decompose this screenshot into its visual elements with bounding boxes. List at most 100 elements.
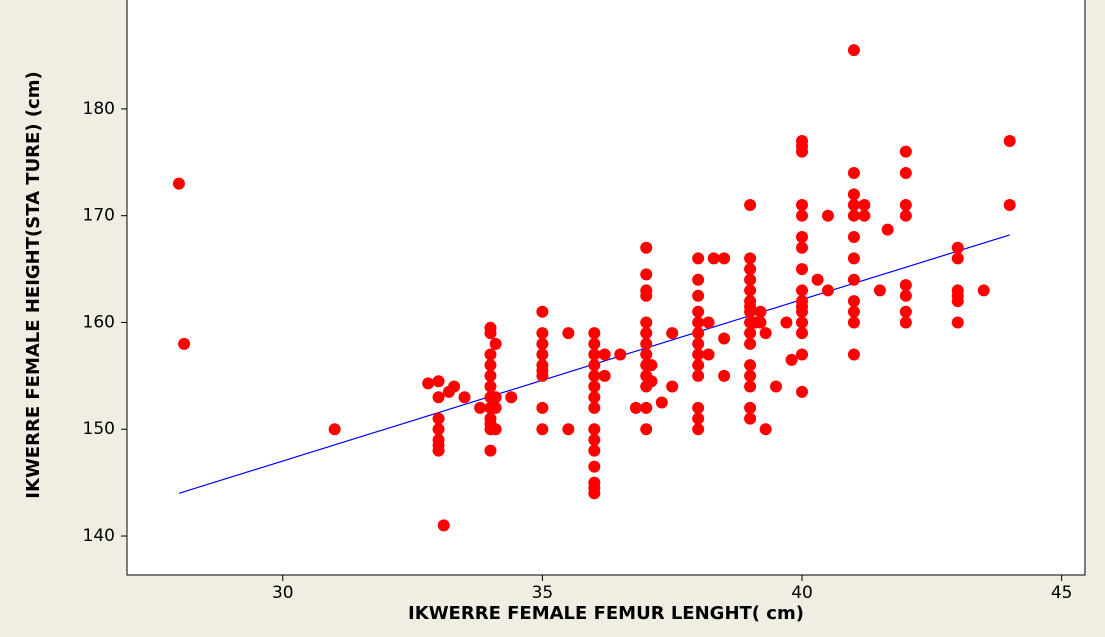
point — [640, 316, 653, 329]
point — [588, 433, 601, 446]
point — [640, 241, 653, 254]
point — [847, 44, 860, 57]
point — [484, 380, 497, 393]
point — [172, 177, 185, 190]
point — [692, 289, 705, 302]
point — [178, 337, 191, 350]
point — [744, 252, 757, 265]
point — [692, 273, 705, 286]
point — [744, 327, 757, 340]
x-tick-label: 35 — [532, 583, 554, 603]
point — [796, 305, 809, 318]
point — [640, 327, 653, 340]
point — [692, 316, 705, 329]
point — [328, 423, 341, 436]
point — [536, 305, 549, 318]
point — [588, 380, 601, 393]
point — [588, 348, 601, 361]
point — [796, 231, 809, 244]
point — [977, 284, 990, 297]
point — [489, 337, 502, 350]
point — [796, 145, 809, 158]
x-tick-label: 30 — [272, 583, 294, 603]
point — [754, 316, 767, 329]
y-tick-label: 140 — [83, 526, 115, 546]
point — [422, 377, 435, 390]
point — [588, 487, 601, 500]
point — [614, 348, 627, 361]
point — [847, 252, 860, 265]
point — [899, 166, 912, 179]
point — [598, 348, 611, 361]
point — [780, 316, 793, 329]
point — [666, 380, 679, 393]
point — [484, 327, 497, 340]
point — [588, 327, 601, 340]
point — [640, 268, 653, 281]
point — [847, 305, 860, 318]
point — [796, 263, 809, 276]
point — [692, 359, 705, 372]
point — [640, 348, 653, 361]
point — [847, 273, 860, 286]
point — [847, 199, 860, 212]
point — [655, 396, 668, 409]
point — [640, 289, 653, 302]
point — [474, 401, 487, 414]
point — [811, 273, 824, 286]
point — [536, 423, 549, 436]
point — [754, 305, 767, 318]
point — [858, 199, 871, 212]
point — [640, 401, 653, 414]
point — [744, 263, 757, 276]
point — [692, 327, 705, 340]
point — [484, 369, 497, 382]
point — [951, 241, 964, 254]
y-tick-label: 170 — [83, 206, 115, 226]
point — [899, 316, 912, 329]
point — [536, 327, 549, 340]
point — [588, 391, 601, 404]
point — [489, 423, 502, 436]
point — [629, 401, 642, 414]
point — [899, 199, 912, 212]
point — [899, 289, 912, 302]
point — [718, 332, 731, 345]
point — [899, 209, 912, 222]
point — [536, 348, 549, 361]
point — [588, 423, 601, 436]
point — [588, 460, 601, 473]
point — [785, 353, 798, 366]
point — [692, 401, 705, 414]
point — [702, 316, 715, 329]
point — [744, 380, 757, 393]
point — [692, 305, 705, 318]
point — [858, 209, 871, 222]
point — [951, 252, 964, 265]
point — [505, 391, 518, 404]
point — [598, 369, 611, 382]
point — [847, 348, 860, 361]
point — [796, 385, 809, 398]
point — [588, 359, 601, 372]
point — [744, 359, 757, 372]
point — [458, 391, 471, 404]
point — [702, 348, 715, 361]
point — [692, 348, 705, 361]
x-tick-label: 45 — [1051, 583, 1073, 603]
point — [796, 316, 809, 329]
point — [692, 412, 705, 425]
point — [432, 375, 445, 388]
point — [718, 369, 731, 382]
point — [744, 305, 757, 318]
point — [796, 209, 809, 222]
point — [847, 316, 860, 329]
y-tick-label: 160 — [83, 312, 115, 332]
y-axis-label: IKWERRE FEMALE HEIGHT(STA TURE) (cm) — [23, 71, 44, 498]
point — [951, 316, 964, 329]
point — [951, 295, 964, 308]
point — [759, 327, 772, 340]
point — [588, 369, 601, 382]
point — [536, 369, 549, 382]
